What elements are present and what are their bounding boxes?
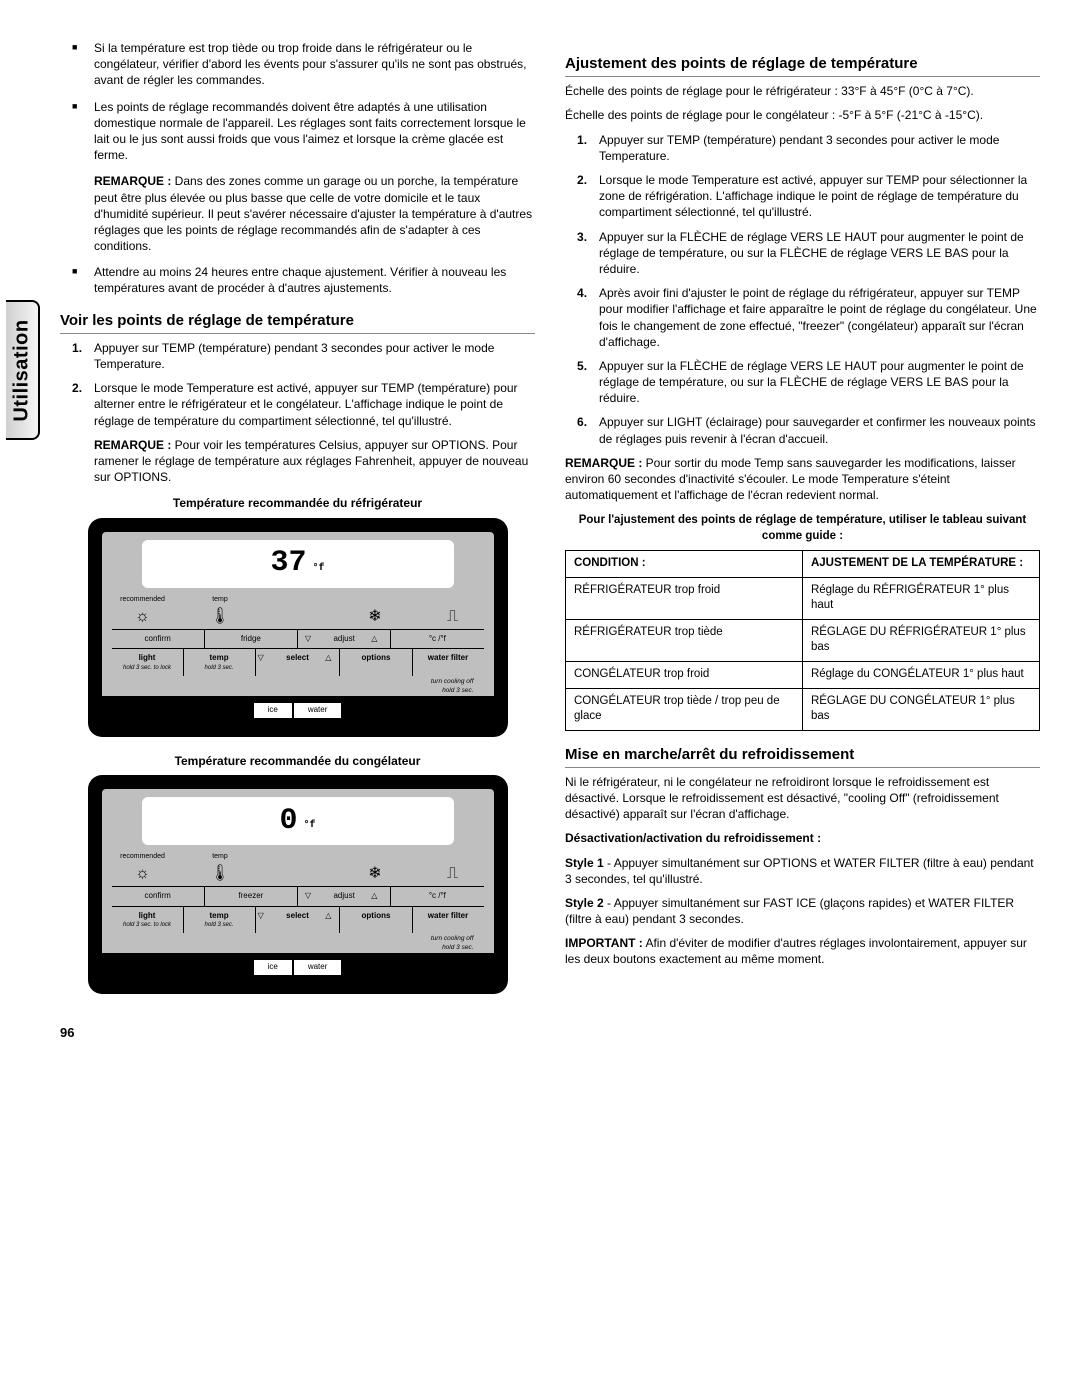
table-row: CONGÉLATEUR trop tiède / trop peu de gla… <box>566 688 1040 730</box>
remark-label: REMARQUE : <box>94 438 171 452</box>
step-item: Après avoir fini d'ajuster le point de r… <box>583 285 1040 350</box>
table-row: RÉFRIGÉRATEUR trop tièdeRÉGLAGE DU RÉFRI… <box>566 619 1040 661</box>
snowflake-icon: ❄ <box>368 608 381 625</box>
step-item: Appuyer sur la FLÈCHE de réglage VERS LE… <box>583 229 1040 278</box>
label-temp: temp <box>212 853 228 860</box>
thermometer-icon: 🌡 <box>210 865 230 882</box>
lcd-temp: 37 <box>270 543 306 584</box>
caption-fridge: Température recommandée du réfrigérateur <box>60 495 535 511</box>
bullet-item: Si la température est trop tiède ou trop… <box>78 40 535 89</box>
lcd-temp: 0 <box>279 801 297 842</box>
label-confirm: confirm <box>112 630 205 649</box>
label-recommended: recommended <box>120 596 165 603</box>
lcd-unit: °f <box>313 562 325 576</box>
remark-paragraph: REMARQUE : Pour voir les températures Ce… <box>94 437 535 486</box>
select-arrows[interactable]: ▽ select △ <box>256 649 341 676</box>
select-arrows[interactable]: ▽ select △ <box>256 907 341 934</box>
style1-label: Style 1 <box>565 856 604 870</box>
label-temp: temp <box>212 596 228 603</box>
water-button[interactable]: water <box>293 959 343 976</box>
snowflake-icon: ❄ <box>368 865 381 882</box>
step-item: Appuyer sur TEMP (température) pendant 3… <box>78 340 535 372</box>
control-panel-freezer: 0 °f recommended temp ☼ 🌡 ❄ ⎍ <box>88 775 508 994</box>
lcd-unit: °f <box>304 819 316 833</box>
step-item: Appuyer sur la FLÈCHE de réglage VERS LE… <box>583 358 1040 407</box>
remark-paragraph: REMARQUE : Pour sortir du mode Temp sans… <box>565 455 1040 504</box>
options-button[interactable]: options <box>340 907 412 934</box>
ice-button[interactable]: ice <box>253 702 293 719</box>
style2-text: - Appuyer simultanément sur FAST ICE (gl… <box>565 896 1014 926</box>
thermometer-icon: 🌡 <box>210 608 230 625</box>
table-row: RÉFRIGÉRATEUR trop froidRéglage du RÉFRI… <box>566 577 1040 619</box>
important-paragraph: IMPORTANT : Afin d'éviter de modifier d'… <box>565 935 1040 967</box>
remark-label: REMARQUE : <box>565 456 642 470</box>
style1-text: - Appuyer simultanément sur OPTIONS et W… <box>565 856 1034 886</box>
side-tab-label: Utilisation <box>9 319 36 421</box>
important-label: IMPORTANT : <box>565 936 643 950</box>
label-freezer: freezer <box>205 887 298 906</box>
adjustment-table: CONDITION : AJUSTEMENT DE LA TEMPÉRATURE… <box>565 550 1040 730</box>
heading-adjust: Ajustement des points de réglage de temp… <box>565 54 1040 77</box>
label-confirm: confirm <box>112 887 205 906</box>
table-header: AJUSTEMENT DE LA TEMPÉRATURE : <box>802 551 1039 578</box>
lcd-display: 0 °f <box>142 797 454 845</box>
remark-paragraph: REMARQUE : Dans des zones comme un garag… <box>94 173 535 254</box>
page-number: 96 <box>60 1024 535 1042</box>
control-panel-fridge: 37 °f recommended temp ☼ 🌡 ❄ ⎍ <box>88 518 508 737</box>
label-fridge: fridge <box>205 630 298 649</box>
temp-button[interactable]: temphold 3 sec. <box>184 907 256 934</box>
step-item: Appuyer sur LIGHT (éclairage) pour sauve… <box>583 414 1040 446</box>
remark-label: REMARQUE : <box>94 174 171 188</box>
table-header: CONDITION : <box>566 551 803 578</box>
water-filter-button[interactable]: water filter <box>413 907 484 934</box>
light-icon: ☼ <box>135 865 150 882</box>
label-cf: °c /°f <box>391 630 483 649</box>
ice-button[interactable]: ice <box>253 959 293 976</box>
options-button[interactable]: options <box>340 649 412 676</box>
temp-button[interactable]: temphold 3 sec. <box>184 649 256 676</box>
label-recommended: recommended <box>120 853 165 860</box>
light-button[interactable]: lighthold 3 sec. to lock <box>112 649 184 676</box>
step-item: Lorsque le mode Temperature est activé, … <box>78 380 535 429</box>
cooling-paragraph: Ni le réfrigérateur, ni le congélateur n… <box>565 774 1040 823</box>
heading-cooling: Mise en marche/arrêt du refroidissement <box>565 745 1040 768</box>
table-row: CONGÉLATEUR trop froidRéglage du CONGÉLA… <box>566 661 1040 688</box>
cooling-off-label: turn cooling offhold 3 sec. <box>112 676 484 696</box>
lcd-display: 37 °f <box>142 540 454 588</box>
water-filter-button[interactable]: water filter <box>413 649 484 676</box>
scale-freezer: Échelle des points de réglage pour le co… <box>565 107 1040 123</box>
water-button[interactable]: water <box>293 702 343 719</box>
bullet-item: Les points de réglage recommandés doiven… <box>78 99 535 164</box>
caption-freezer: Température recommandée du congélateur <box>60 753 535 769</box>
style2-paragraph: Style 2 - Appuyer simultanément sur FAST… <box>565 895 1040 927</box>
step-item: Appuyer sur TEMP (température) pendant 3… <box>583 132 1040 164</box>
table-caption: Pour l'ajustement des points de réglage … <box>565 513 1040 544</box>
step-item: Lorsque le mode Temperature est activé, … <box>583 172 1040 221</box>
light-button[interactable]: lighthold 3 sec. to lock <box>112 907 184 934</box>
light-icon: ☼ <box>135 608 150 625</box>
label-cf: °c /°f <box>391 887 483 906</box>
filter-icon: ⎍ <box>447 608 458 625</box>
filter-icon: ⎍ <box>447 865 458 882</box>
scale-fridge: Échelle des points de réglage pour le ré… <box>565 83 1040 99</box>
adjust-arrows: ▽ adjust △ <box>298 630 391 649</box>
style1-paragraph: Style 1 - Appuyer simultanément sur OPTI… <box>565 855 1040 887</box>
deactivation-label: Désactivation/activation du refroidissem… <box>565 830 1040 846</box>
bullet-item: Attendre au moins 24 heures entre chaque… <box>78 264 535 296</box>
left-column: Si la température est trop tiède ou trop… <box>60 40 535 1041</box>
right-column: Ajustement des points de réglage de temp… <box>565 40 1040 1041</box>
heading-view-setpoints: Voir les points de réglage de températur… <box>60 311 535 334</box>
side-tab: Utilisation <box>6 300 40 440</box>
cooling-off-label: turn cooling offhold 3 sec. <box>112 933 484 953</box>
adjust-arrows: ▽ adjust △ <box>298 887 391 906</box>
style2-label: Style 2 <box>565 896 604 910</box>
